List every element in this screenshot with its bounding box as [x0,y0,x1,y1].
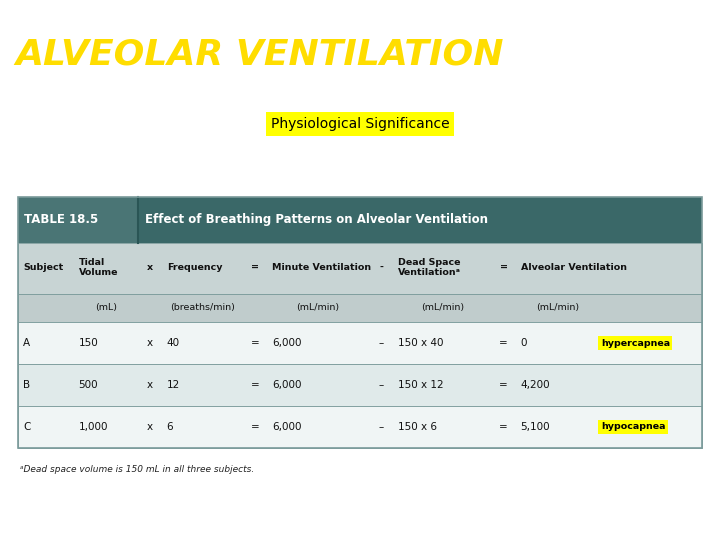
Text: 6,000: 6,000 [272,422,302,431]
Text: 150 x 6: 150 x 6 [398,422,437,431]
Text: –: – [379,338,384,348]
Text: 40: 40 [166,338,180,348]
Text: Tidal
Volume: Tidal Volume [78,258,118,277]
Text: Frequency: Frequency [166,263,222,272]
Text: =: = [251,263,258,272]
Text: Effect of Breathing Patterns on Alveolar Ventilation: Effect of Breathing Patterns on Alveolar… [145,213,488,226]
Text: (mL): (mL) [94,303,117,312]
Text: ALVEOLAR VENTILATION: ALVEOLAR VENTILATION [16,38,504,72]
Text: 5,100: 5,100 [521,422,550,431]
Text: 150: 150 [78,338,99,348]
Text: =: = [499,338,508,348]
Text: =: = [499,422,508,431]
Bar [18,294,702,322]
Text: (mL/min): (mL/min) [421,303,464,312]
Text: Alveolar Ventilation: Alveolar Ventilation [521,263,626,272]
Text: -: - [379,263,383,272]
Text: (mL/min): (mL/min) [297,303,340,312]
Bar [18,364,702,406]
Text: x: x [147,422,153,431]
Bar [18,197,138,243]
Text: 12: 12 [166,380,180,390]
Text: Subject: Subject [23,263,63,272]
Text: 6,000: 6,000 [272,338,302,348]
Text: 4,200: 4,200 [521,380,550,390]
Text: =: = [251,338,259,348]
Text: hypocapnea: hypocapnea [600,422,665,431]
Text: =: = [251,422,259,431]
Text: hypercapnea: hypercapnea [600,339,670,348]
Bar [18,406,702,448]
Text: 150 x 40: 150 x 40 [398,338,444,348]
Text: Minute Ventilation: Minute Ventilation [272,263,371,272]
Text: –: – [379,380,384,390]
Text: C: C [23,422,30,431]
Text: (breaths/min): (breaths/min) [170,303,235,312]
Text: x: x [147,263,153,272]
Text: Dead Space
Ventilationᵃ: Dead Space Ventilationᵃ [398,258,462,277]
Text: 1,000: 1,000 [78,422,108,431]
Text: x: x [147,338,153,348]
Bar [18,243,702,294]
Text: ᵃDead space volume is 150 mL in all three subjects.: ᵃDead space volume is 150 mL in all thre… [20,465,254,474]
Bar [18,322,702,364]
Text: 500: 500 [78,380,98,390]
Text: –: – [379,422,384,431]
Text: =: = [251,380,259,390]
Text: B: B [23,380,30,390]
Text: =: = [499,380,508,390]
Text: x: x [147,380,153,390]
Text: TABLE 18.5: TABLE 18.5 [24,213,98,226]
Text: =: = [500,263,508,272]
Bar [138,197,702,243]
Text: 0: 0 [521,338,527,348]
Text: 6,000: 6,000 [272,380,302,390]
Text: A: A [23,338,30,348]
Text: (mL/min): (mL/min) [536,303,579,312]
Text: 150 x 12: 150 x 12 [398,380,444,390]
Text: Physiological Significance: Physiological Significance [271,117,449,131]
Text: 6: 6 [166,422,174,431]
Bar [18,197,702,448]
